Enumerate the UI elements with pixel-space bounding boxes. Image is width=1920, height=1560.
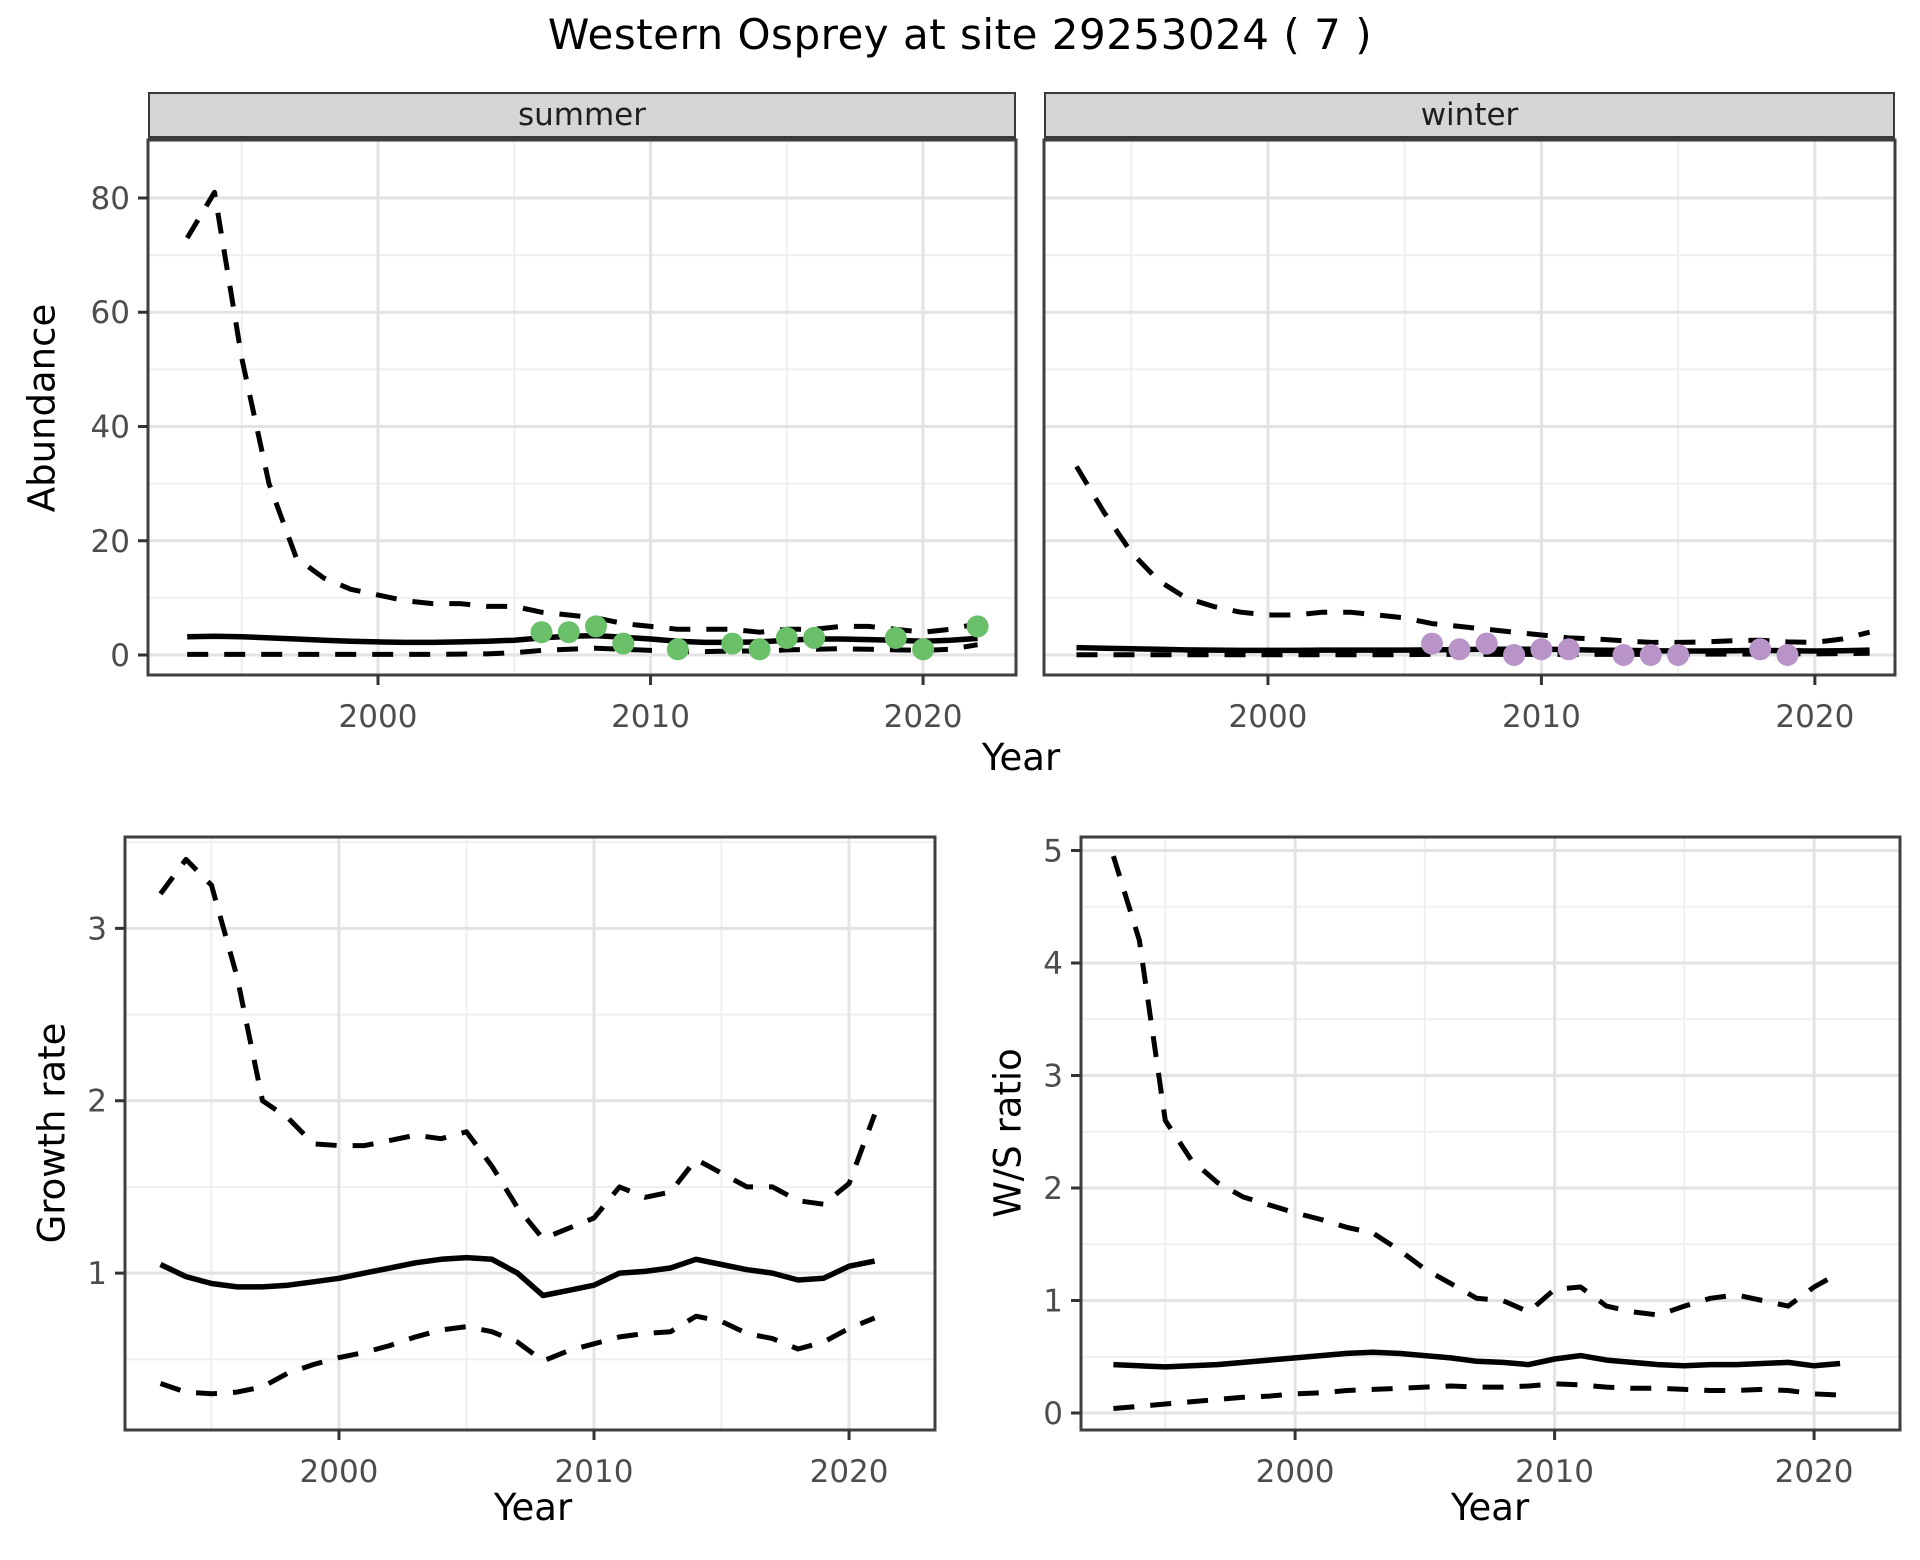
ws-year-axis-title: Year bbox=[1450, 1486, 1530, 1529]
facet-strip-summer-label: summer bbox=[517, 97, 646, 133]
svg-text:2010: 2010 bbox=[611, 699, 690, 735]
svg-text:3: 3 bbox=[87, 911, 107, 947]
facet-strip-winter-label: winter bbox=[1420, 97, 1519, 133]
top-year-axis-title: Year bbox=[981, 736, 1061, 779]
abundance-winter-chart: 2000 2010 2020 bbox=[1042, 138, 1897, 735]
ws-ratio-chart: 2000 2010 2020 0 1 2 3 4 5 bbox=[1043, 834, 1902, 1490]
svg-text:80: 80 bbox=[91, 181, 130, 217]
growth-year-axis-title: Year bbox=[493, 1486, 573, 1529]
svg-text:0: 0 bbox=[110, 638, 130, 674]
svg-text:20: 20 bbox=[91, 524, 130, 560]
growth-rate-chart: 2000 2010 2020 1 2 3 bbox=[87, 835, 937, 1490]
svg-text:2020: 2020 bbox=[1775, 1454, 1854, 1490]
svg-text:2000: 2000 bbox=[300, 1454, 379, 1490]
svg-text:1: 1 bbox=[87, 1256, 107, 1292]
abundance-summer-chart: 2000 2010 2020 0 20 40 60 80 bbox=[91, 138, 1018, 735]
svg-text:5: 5 bbox=[1043, 834, 1063, 870]
svg-text:2020: 2020 bbox=[1775, 699, 1854, 735]
svg-text:2000: 2000 bbox=[339, 699, 418, 735]
svg-text:2020: 2020 bbox=[884, 699, 963, 735]
page-title: Western Osprey at site 29253024 ( 7 ) bbox=[547, 10, 1373, 59]
svg-text:2000: 2000 bbox=[1256, 1454, 1335, 1490]
svg-text:40: 40 bbox=[91, 409, 130, 445]
svg-text:4: 4 bbox=[1043, 946, 1063, 982]
svg-text:2020: 2020 bbox=[810, 1454, 889, 1490]
svg-text:3: 3 bbox=[1043, 1059, 1063, 1095]
svg-text:0: 0 bbox=[1043, 1396, 1063, 1432]
svg-text:2000: 2000 bbox=[1229, 699, 1308, 735]
svg-text:60: 60 bbox=[91, 295, 130, 331]
svg-text:1: 1 bbox=[1043, 1284, 1063, 1320]
svg-text:2010: 2010 bbox=[555, 1454, 634, 1490]
svg-text:2010: 2010 bbox=[1502, 699, 1581, 735]
svg-text:2010: 2010 bbox=[1515, 1454, 1594, 1490]
svg-text:2: 2 bbox=[1043, 1171, 1063, 1207]
svg-text:2: 2 bbox=[87, 1084, 107, 1120]
facet-strip-winter: winter bbox=[1044, 92, 1895, 140]
facet-strip-summer: summer bbox=[148, 92, 1016, 140]
